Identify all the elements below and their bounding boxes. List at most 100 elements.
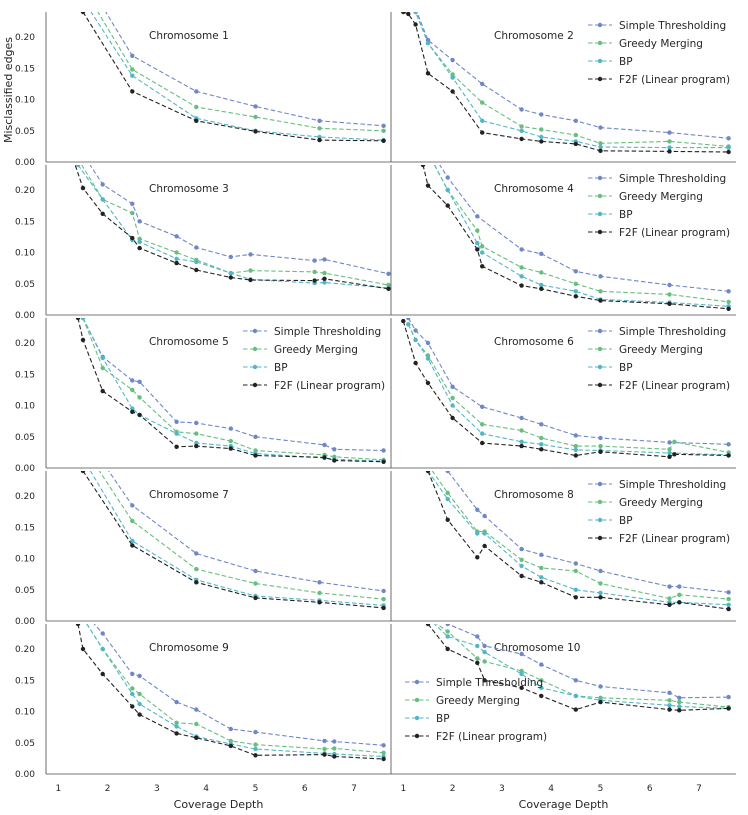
y-axis-label: Misclassified edges [2, 37, 15, 143]
y-tick-label: 0.20 [15, 645, 35, 655]
data-point [174, 234, 179, 239]
data-point [598, 581, 603, 586]
data-point [253, 581, 258, 586]
data-point [81, 444, 85, 448]
data-point [80, 337, 86, 343]
data-point [130, 201, 135, 206]
data-point [667, 690, 672, 695]
data-point [228, 726, 233, 732]
data-point [194, 707, 199, 712]
legend: Simple Thresholding Greedy Merging BP F2F (… [405, 677, 547, 743]
plot-area [74, 144, 391, 291]
data-point [174, 444, 179, 449]
data-point [100, 211, 105, 216]
data-point [726, 602, 731, 607]
x-tick-label: 3 [154, 784, 160, 794]
data-point [445, 496, 450, 502]
data-point [519, 124, 524, 129]
data-point [450, 403, 455, 408]
legend-entry-label: BP [619, 56, 633, 68]
data-point [539, 662, 544, 667]
data-point [130, 235, 135, 241]
legend: Simple Thresholding Greedy Merging BP F2F (… [588, 20, 730, 86]
series-line-1 [105, 12, 384, 127]
panel-5: 0.00 0.05 0.10 0.15 0.20 Chromosome 5 Simple T… [15, 318, 391, 474]
data-point [598, 435, 603, 441]
data-point [332, 739, 337, 744]
data-point [194, 104, 199, 110]
panel-title: Chromosome 7 [149, 489, 229, 501]
data-point [598, 125, 603, 130]
series-line-3 [415, 12, 729, 149]
data-point [425, 183, 431, 188]
legend-swatch-marker [414, 697, 420, 703]
legend-entry-label: Simple Thresholding [619, 20, 726, 32]
data-point [381, 743, 386, 748]
data-point [475, 660, 480, 665]
legend-entry-label: Greedy Merging [274, 344, 358, 356]
legend-swatch-marker [597, 22, 603, 28]
data-point [253, 453, 258, 458]
data-point [480, 250, 485, 255]
data-point [253, 746, 258, 752]
x-tick-label: 7 [351, 784, 357, 794]
data-point [130, 387, 135, 393]
data-point [322, 257, 327, 262]
data-point [130, 89, 135, 94]
y-tick-label: 0.15 [15, 370, 35, 380]
y-tick-label: 0.10 [15, 402, 35, 412]
panel-title: Chromosome 5 [149, 336, 229, 348]
data-point [667, 139, 672, 144]
data-point [381, 448, 386, 453]
data-point [194, 89, 199, 94]
y-tick-label: 0.05 [15, 433, 35, 443]
data-point [573, 595, 578, 600]
data-point [100, 365, 105, 371]
data-point [445, 175, 450, 180]
plot-area [80, 444, 386, 611]
data-point [322, 738, 327, 744]
data-point [482, 659, 487, 664]
panel-title: Chromosome 6 [494, 336, 574, 348]
legend-entry-label: F2F (Linear program) [274, 380, 385, 392]
data-point [573, 568, 578, 574]
data-point [475, 228, 480, 233]
data-point [519, 546, 524, 552]
data-point [137, 239, 142, 245]
data-point [253, 729, 258, 735]
data-point [312, 269, 317, 275]
data-point [598, 568, 603, 574]
data-point [667, 301, 672, 306]
data-point [667, 596, 672, 601]
data-point [667, 292, 672, 297]
data-point [137, 245, 142, 251]
data-point [174, 431, 179, 436]
legend-swatch-marker [252, 364, 258, 370]
data-point [413, 12, 418, 15]
legend-entry-label: F2F (Linear program) [619, 227, 730, 239]
data-point [322, 270, 327, 276]
legend-entry-label: Simple Thresholding [436, 677, 543, 689]
data-point [425, 624, 431, 627]
data-point [519, 107, 524, 112]
plot-area [425, 624, 731, 713]
data-point [381, 605, 386, 611]
data-point [426, 150, 430, 154]
data-point [406, 318, 411, 321]
legend-swatch-marker [414, 679, 420, 685]
y-tick-label: 0.15 [15, 64, 35, 74]
data-point [137, 412, 142, 418]
data-point [672, 452, 677, 457]
y-tick-label: 0.15 [15, 523, 35, 533]
data-point [81, 609, 85, 613]
data-point [194, 118, 199, 124]
data-point [130, 671, 135, 677]
data-point [573, 561, 578, 566]
data-point [130, 686, 135, 691]
data-point [332, 458, 337, 463]
panel-8: Chromosome 8 Simple Thresholding Greedy Me… [390, 471, 736, 622]
data-point [76, 144, 80, 148]
x-tick-label: 4 [548, 784, 554, 794]
data-point [137, 379, 142, 384]
data-point [80, 318, 86, 321]
